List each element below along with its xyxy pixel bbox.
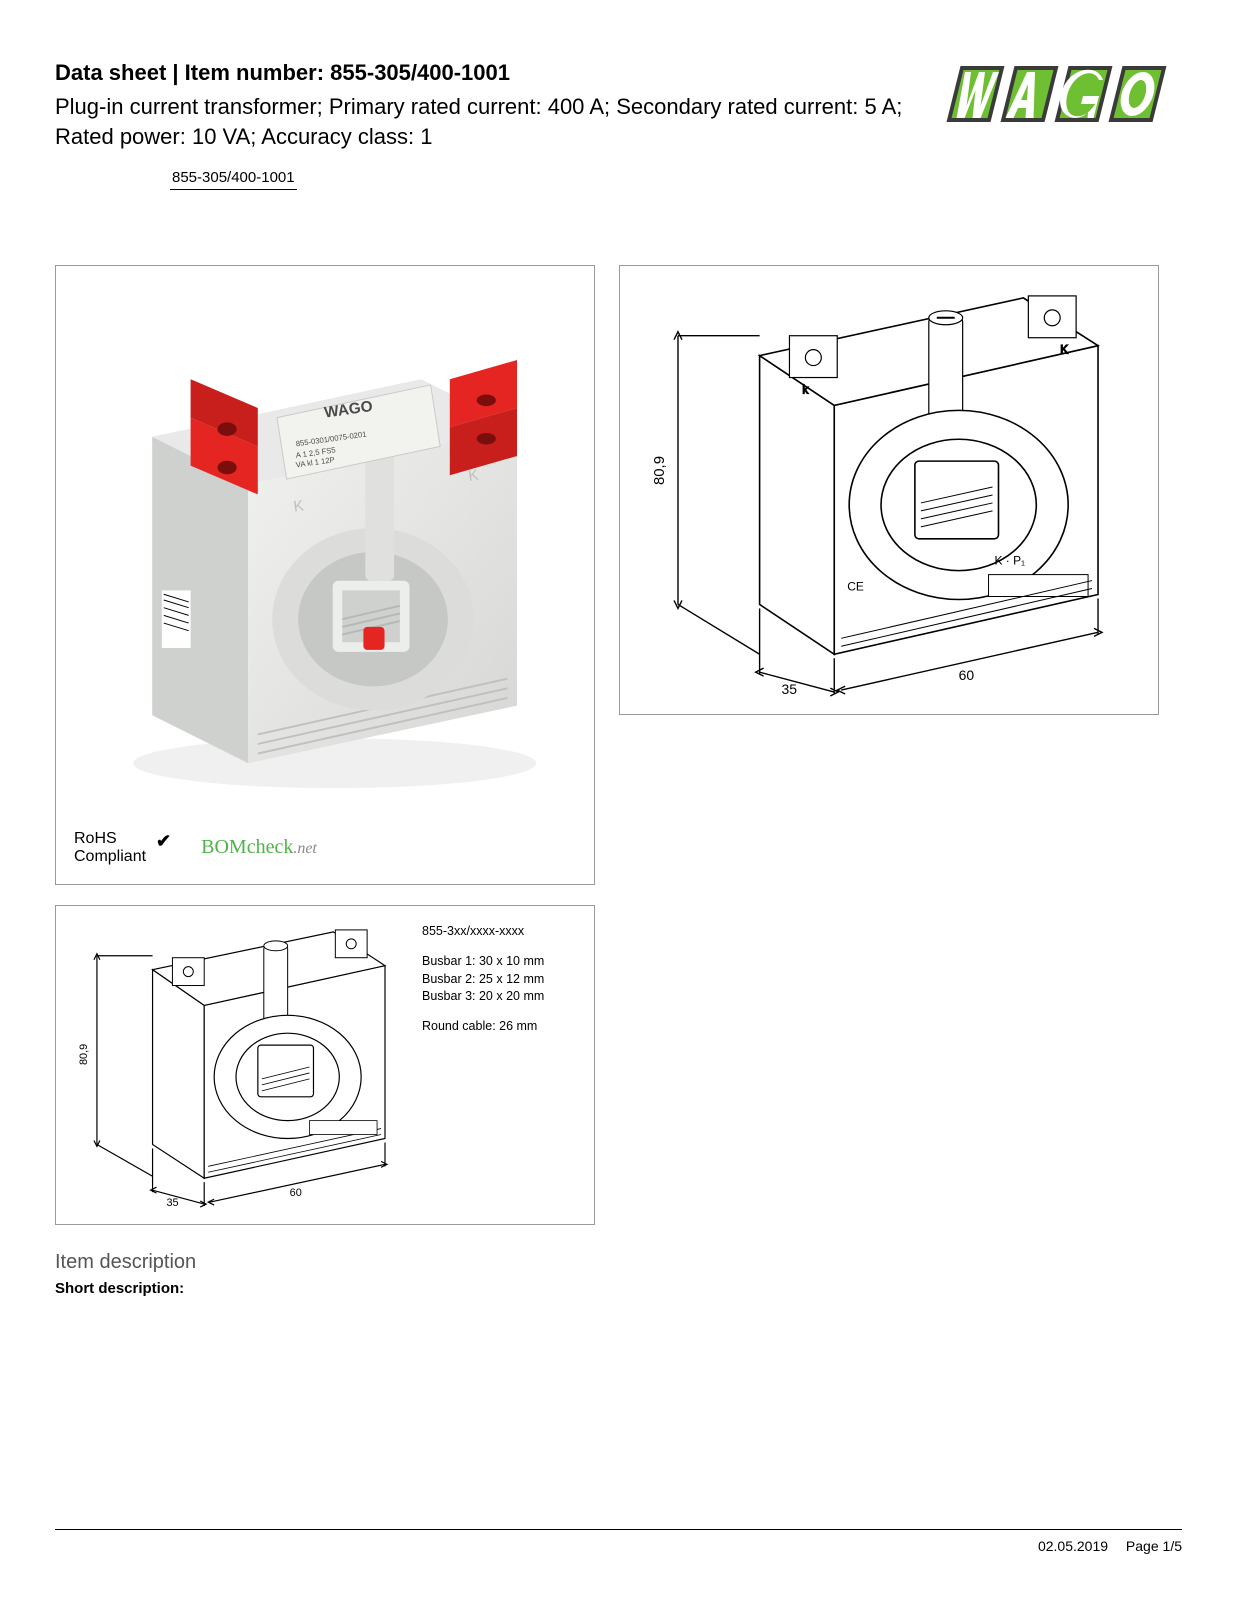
title-item-number: 855-305/400-1001 [330,60,510,85]
footer-page-tot: 5 [1174,1538,1182,1554]
svg-text:k: k [802,383,808,397]
short-description-label: Short description: [55,1280,1182,1297]
footer-date: 02.05.2019 [1038,1538,1108,1554]
busbar-line: Busbar 3: 20 x 20 mm [422,989,584,1005]
item-url-link[interactable]: 855-305/400-1001 [170,167,297,190]
title-sep: | [166,60,184,85]
small-dim-width-label: 60 [290,1187,302,1199]
panels-top-row: WAGO 855-0301/0075-0201 A 1 2,5 FS5 VA k… [55,265,1182,885]
panels-container: WAGO 855-0301/0075-0201 A 1 2,5 FS5 VA k… [55,265,1182,1225]
bomcheck-suffix: .net [293,840,317,857]
cable-line: Round cable: 26 mm [422,1019,584,1035]
panel-dimensional-drawing-large: 80,9 k K [619,265,1159,715]
dimensional-drawing-large-icon: 80,9 k K [630,276,1148,704]
panel-product-photo: WAGO 855-0301/0075-0201 A 1 2,5 FS5 VA k… [55,265,595,885]
section-item-description: Item description [55,1251,1182,1274]
small-dim-height-label: 80,9 [78,1044,90,1065]
busbar-list: Busbar 1: 30 x 10 mm Busbar 2: 25 x 12 m… [422,954,584,1005]
page-header: Data sheet | Item number: 855-305/400-10… [55,60,1182,190]
footer-page-cur: 1 [1163,1538,1171,1554]
brand-logo [942,60,1182,128]
title-item-label: Item number: [185,60,324,85]
small-drawing-specs: 855-3xx/xxxx-xxxx Busbar 1: 30 x 10 mm B… [422,916,584,1214]
product-render-icon: WAGO 855-0301/0075-0201 A 1 2,5 FS5 VA k… [85,302,565,802]
busbar-line: Busbar 1: 30 x 10 mm [422,954,584,970]
compliance-row: RoHS Compliant ✔ BOMcheck.net [70,824,580,871]
check-icon: ✔ [156,831,171,852]
svg-text:K · P₁: K · P₁ [995,554,1026,568]
page-footer: 02.05.2019 Page 1/5 [55,1529,1182,1554]
header-text-block: Data sheet | Item number: 855-305/400-10… [55,60,942,190]
small-drawing-graphic: 80,9 [66,916,406,1214]
svg-text:K: K [1060,343,1068,357]
title-prefix: Data sheet [55,60,166,85]
small-dim-depth-label: 35 [166,1197,178,1209]
page-title: Data sheet | Item number: 855-305/400-10… [55,60,922,86]
bomcheck-main: BOMcheck [201,836,293,858]
dim-width-label: 60 [959,667,975,683]
rohs-line2: Compliant [74,848,146,866]
dim-depth-label: 35 [782,681,798,697]
footer-page-label: Page [1126,1538,1159,1554]
panel-dimensional-drawing-small: 80,9 [55,905,595,1225]
page-subtitle: Plug-in current transformer; Primary rat… [55,92,922,151]
busbar-line: Busbar 2: 25 x 12 mm [422,972,584,988]
dim-height-label: 80,9 [651,456,668,485]
product-photo: WAGO 855-0301/0075-0201 A 1 2,5 FS5 VA k… [70,280,580,823]
wago-logo-icon [942,60,1182,128]
dimensional-drawing-small-icon: 80,9 [66,916,406,1214]
rohs-line1: RoHS [74,830,146,848]
rohs-badge: RoHS Compliant ✔ [74,830,171,867]
bomcheck-badge: BOMcheck.net [201,836,317,859]
series-code: 855-3xx/xxxx-xxxx [422,924,584,940]
svg-text:CE: CE [847,580,864,594]
